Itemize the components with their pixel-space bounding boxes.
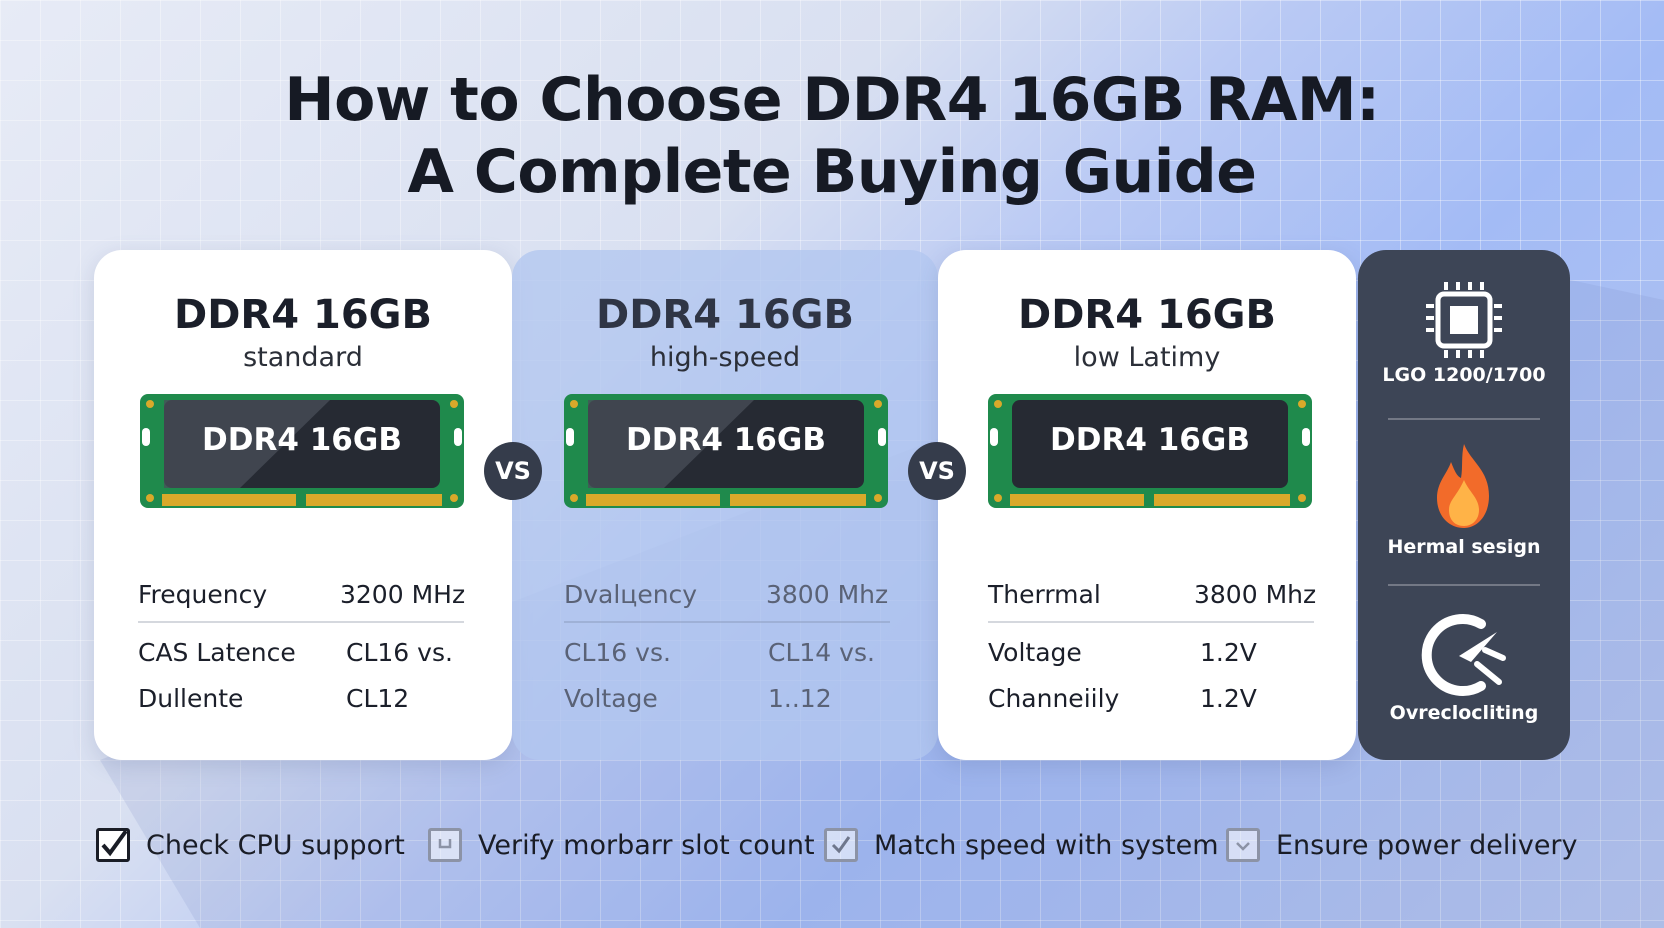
spec-key: Dvalцency xyxy=(564,580,698,609)
spec-divider xyxy=(988,621,1314,623)
title-line-2: A Complete Buying Guide xyxy=(407,137,1257,207)
ram-module-icon xyxy=(564,394,888,508)
ram-module-image: DDR4 16GB xyxy=(140,394,464,508)
card-subtitle: low Latimy xyxy=(1073,342,1221,373)
vs-badge: VS xyxy=(908,442,966,500)
card-title: DDR4 16GB xyxy=(174,292,432,338)
spec-value: 1.2V xyxy=(1200,638,1257,667)
checkbox-checked[interactable] xyxy=(96,828,130,862)
spec-row: Dvalцency 3800 Mhz xyxy=(564,574,894,614)
checkbox-checked[interactable] xyxy=(824,828,858,862)
sidebar-divider xyxy=(1388,418,1540,420)
spec-row: Dullente CL12 xyxy=(138,678,468,718)
spec-value: CL12 xyxy=(346,684,410,713)
ram-module-icon xyxy=(988,394,1312,508)
checklist-label: Ensure power delivery xyxy=(1276,830,1578,861)
card-subtitle: standard xyxy=(243,342,363,373)
checklist-label: Verify morbarr slot count xyxy=(478,830,815,861)
sidebar-item-thermal: Hermal sesign xyxy=(1358,440,1570,558)
checkbox-mark-icon xyxy=(438,839,452,849)
sidebar-divider xyxy=(1388,584,1540,586)
overclock-gauge-icon xyxy=(1421,614,1506,696)
vs-badge: VS xyxy=(484,442,542,500)
spec-key: Frequency xyxy=(138,580,268,609)
spec-key: CAS Latence xyxy=(138,638,296,667)
checkmark-icon xyxy=(831,836,851,854)
flame-icon xyxy=(1437,444,1489,528)
spec-value: 3200 MHz xyxy=(340,580,466,609)
checkbox-unchecked[interactable] xyxy=(428,828,462,862)
spec-divider xyxy=(564,621,890,623)
spec-row: Voltage 1.2V xyxy=(988,632,1318,672)
sidebar-item-label: Ovreclocliting xyxy=(1389,702,1539,724)
card-standard: DDR4 16GB standard DDR4 16GB Frequency 3… xyxy=(94,250,512,760)
spec-key: Voltage xyxy=(564,684,658,713)
sidebar-item-socket: LGO 1200/1700 xyxy=(1358,280,1570,386)
spec-value: CL16 vs. xyxy=(346,638,453,667)
spec-value: 3800 Mhz xyxy=(766,580,889,609)
spec-key: CL16 vs. xyxy=(564,638,671,667)
card-subtitle: high-speed xyxy=(649,342,801,373)
cpu-chip-icon xyxy=(1426,282,1502,358)
spec-value: CL14 vs. xyxy=(768,638,875,667)
spec-key: Therrmal xyxy=(988,580,1101,609)
ram-module-label: DDR4 16GB xyxy=(1050,422,1250,458)
spec-key: Dullente xyxy=(138,684,244,713)
ram-module-image: DDR4 16GB xyxy=(988,394,1312,508)
sidebar-item-label: LGO 1200/1700 xyxy=(1382,364,1546,386)
spec-divider xyxy=(138,621,464,623)
sidebar-item-overclocking: Ovreclocliting xyxy=(1358,612,1570,724)
spec-row: CL16 vs. CL14 vs. xyxy=(564,632,894,672)
ram-module-label: DDR4 16GB xyxy=(626,422,826,458)
spec-value: 1..12 xyxy=(768,684,832,713)
checkbox-mark-icon xyxy=(1236,842,1250,851)
card-title: DDR4 16GB xyxy=(1018,292,1276,338)
spec-value: 1.2V xyxy=(1200,684,1257,713)
spec-row: Frequency 3200 MHz xyxy=(138,574,468,614)
spec-key: Channeiily xyxy=(988,684,1120,713)
title-line-1: How to Choose DDR4 16GB RAM: xyxy=(284,65,1380,135)
spec-row: CAS Latence CL16 vs. xyxy=(138,632,468,672)
ram-module-icon xyxy=(140,394,464,508)
checklist-label: Match speed with system xyxy=(874,830,1219,861)
spec-key: Voltage xyxy=(988,638,1082,667)
page-title: How to Choose DDR4 16GB RAM: A Complete … xyxy=(0,64,1664,208)
spec-row: Voltage 1..12 xyxy=(564,678,894,718)
card-title: DDR4 16GB xyxy=(596,292,854,338)
ram-module-image: DDR4 16GB xyxy=(564,394,888,508)
features-sidebar: LGO 1200/1700 Hermal sesign Ovreclocliti… xyxy=(1358,250,1570,760)
sidebar-item-label: Hermal sesign xyxy=(1387,536,1541,558)
ram-module-label: DDR4 16GB xyxy=(202,422,402,458)
spec-row: Therrmal 3800 Mhz xyxy=(988,574,1318,614)
spec-row: Channeiily 1.2V xyxy=(988,678,1318,718)
checkmark-icon xyxy=(101,829,128,857)
card-low-latency: DDR4 16GB low Latimy DDR4 16GB Therrmal … xyxy=(938,250,1356,760)
buying-checklist: Check CPU support Verify morbarr slot co… xyxy=(96,824,1578,868)
checkbox-unchecked[interactable] xyxy=(1226,828,1260,862)
spec-value: 3800 Mhz xyxy=(1194,580,1317,609)
card-high-speed: DDR4 16GB high-speed DDR4 16GB Dvalцency… xyxy=(512,250,938,760)
checklist-label: Check CPU support xyxy=(146,830,405,861)
